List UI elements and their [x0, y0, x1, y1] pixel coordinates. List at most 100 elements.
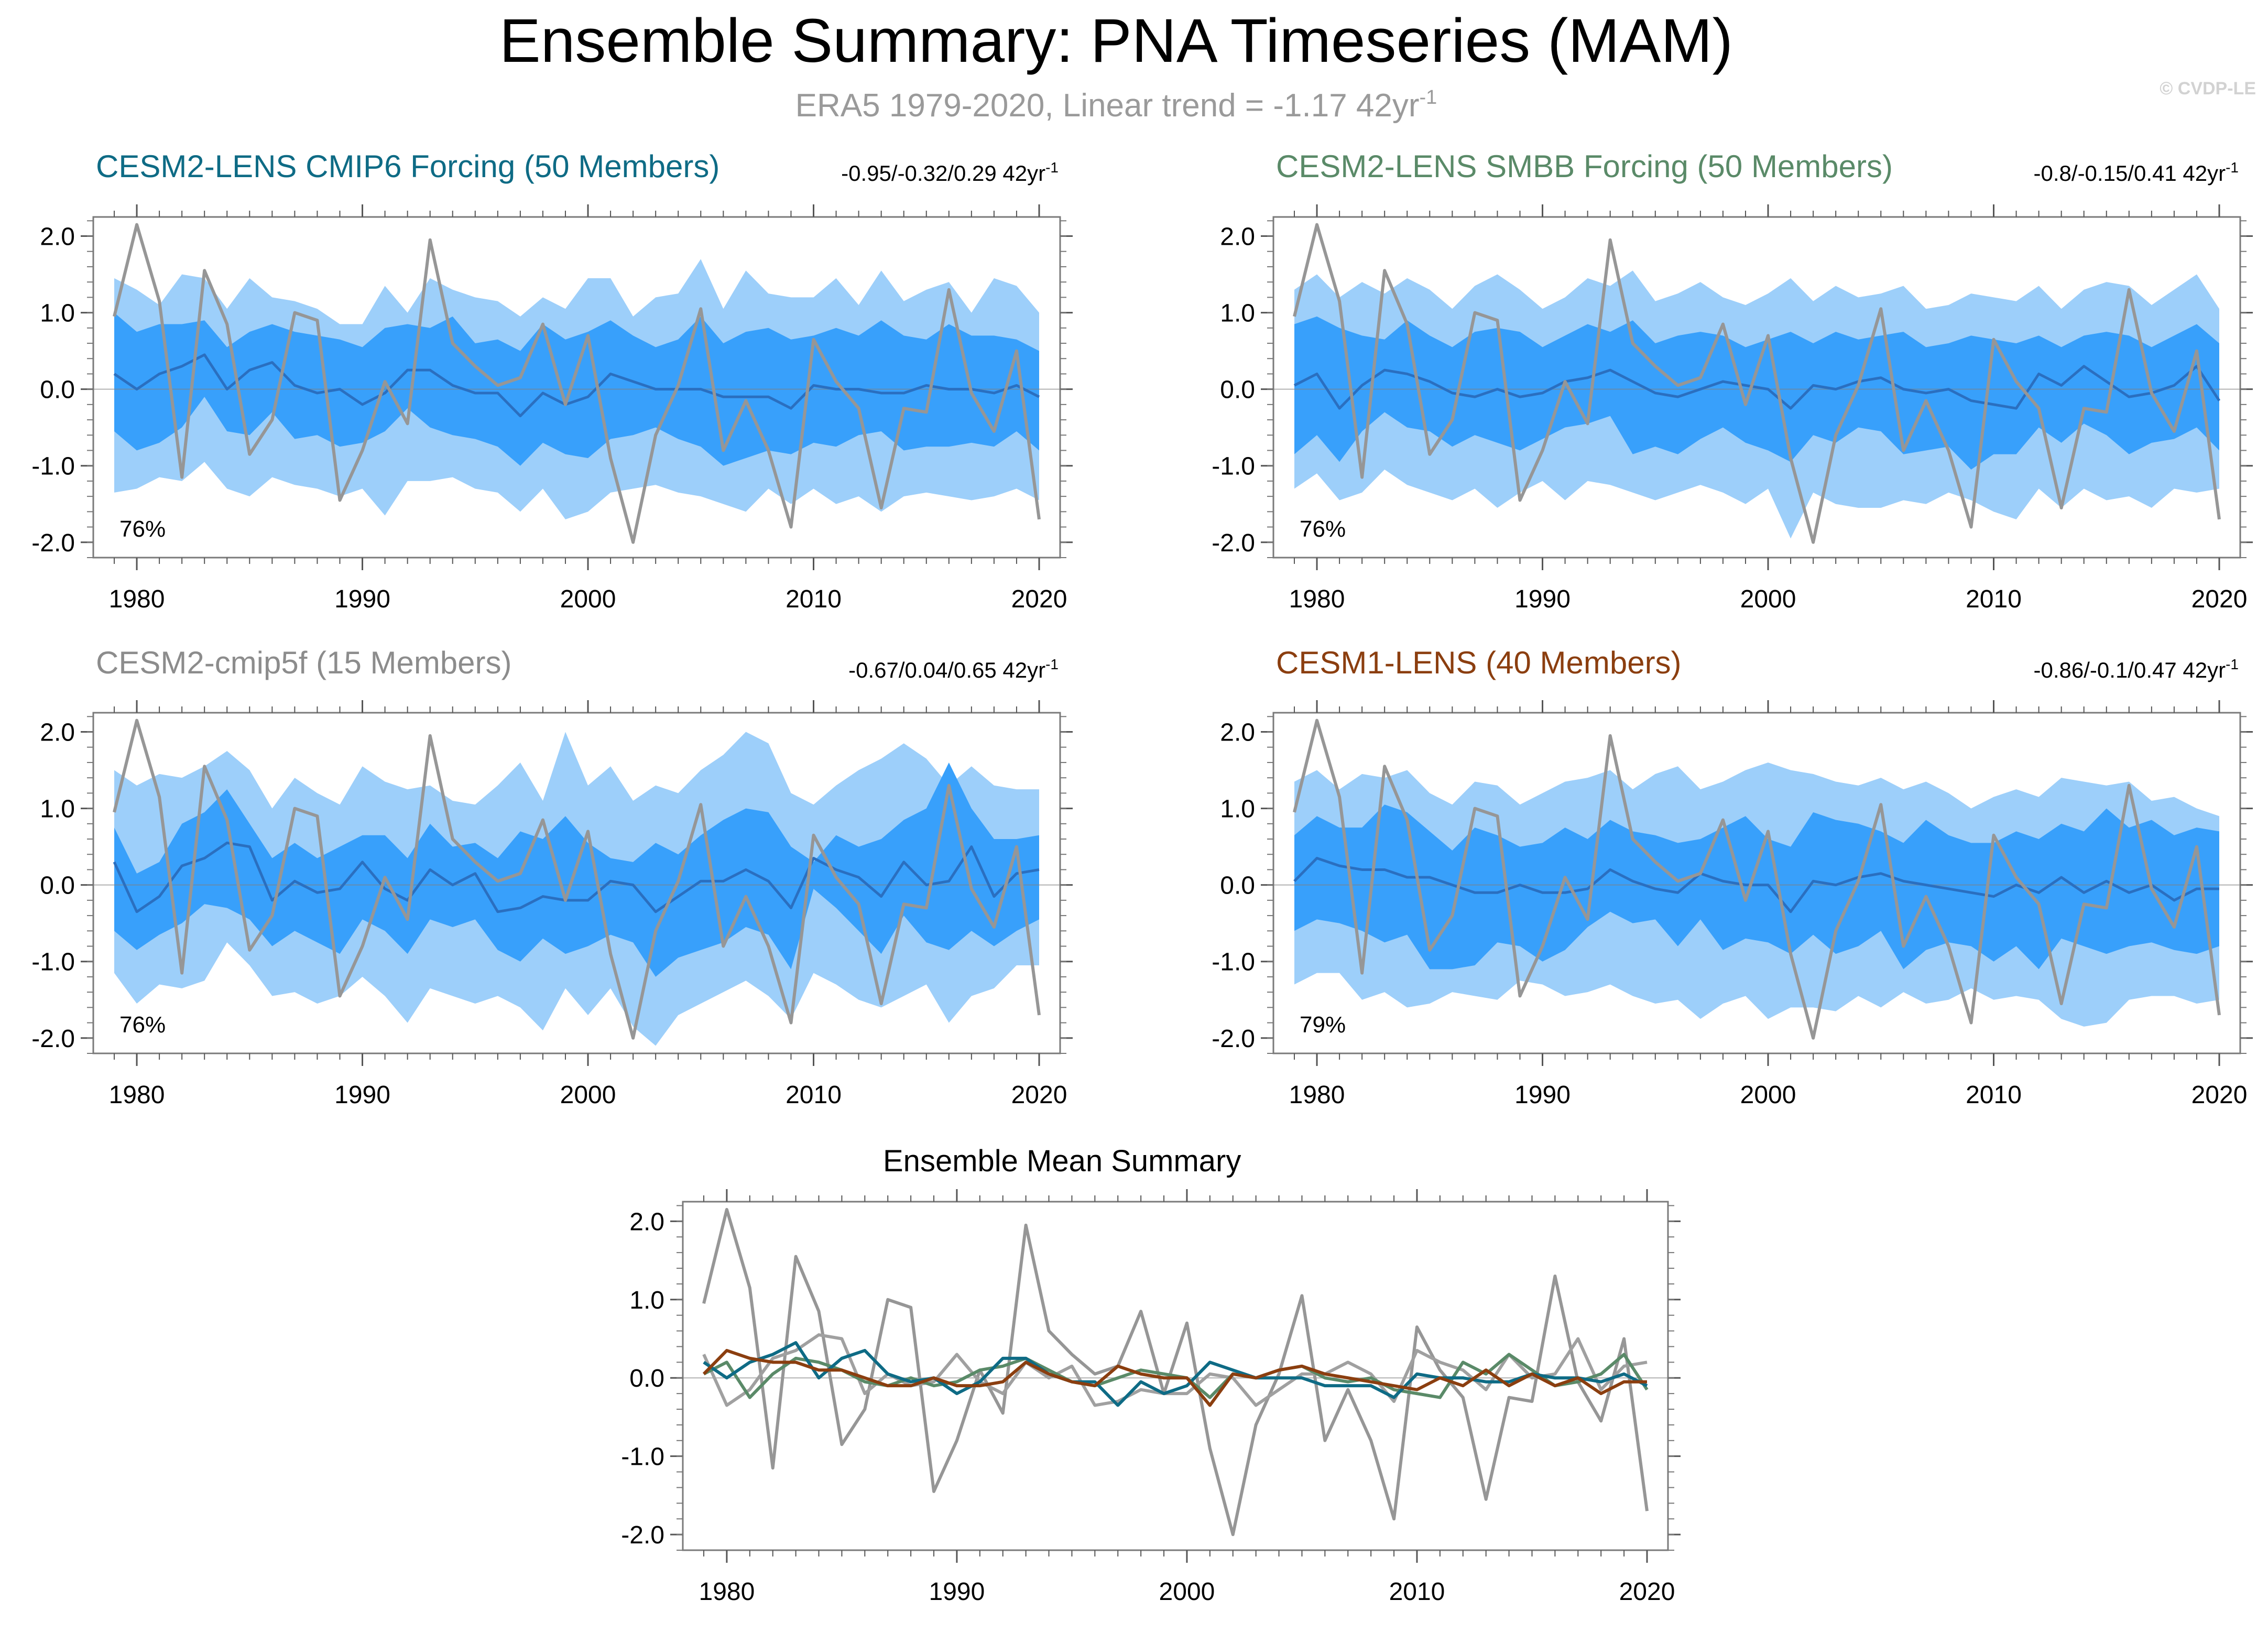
chart-panel-5: Ensemble Mean Summary 2.0 1.0 0.0 -1.0 -2.0 19…	[621, 1144, 1681, 1606]
main-title: Ensemble Summary: PNA Timeseries (MAM)	[499, 6, 1733, 75]
era5-line	[113, 718, 1041, 1040]
x-tick-label: 2010	[1966, 1081, 2022, 1109]
mean-series-line-2	[702, 1333, 1648, 1407]
x-tick-label: 2010	[1966, 585, 2022, 613]
chart-panel-2: CESM2-LENS SMBB Forcing (50 Members) -0.8…	[1212, 149, 2253, 613]
y-tick-label: 2.0	[1220, 719, 1255, 747]
mean-series-line-5	[702, 1348, 1647, 1407]
ensemble-mean-line	[113, 353, 1040, 418]
trend-text: -0.86/-0.1/0.47 42yr	[2034, 658, 2226, 682]
percent-label: 76%	[119, 516, 166, 542]
trend-text: -0.95/-0.32/0.29 42yr	[841, 161, 1045, 186]
trend-label: -0.67/0.04/0.65 42yr-1	[848, 656, 1059, 682]
mean-series-line-1	[702, 1207, 1649, 1537]
percent-label: 79%	[1300, 1012, 1346, 1038]
panel-title: CESM2-LENS SMBB Forcing (50 Members)	[1276, 149, 1893, 184]
x-tick-label: 1980	[1289, 585, 1345, 613]
plot-frame	[92, 216, 1061, 559]
subtitle-superscript: -1	[1420, 86, 1437, 108]
y-tick-label: -1.0	[31, 453, 75, 481]
y-tick-label: 1.0	[40, 300, 75, 328]
percent-label: 76%	[119, 1012, 166, 1038]
trend-text: -0.8/-0.15/0.41 42yr	[2034, 161, 2226, 186]
y-tick-label: -2.0	[31, 1025, 75, 1053]
trend-superscript: -1	[2226, 159, 2239, 176]
x-tick-label: 1990	[929, 1578, 985, 1606]
subtitle: ERA5 1979-2020, Linear trend = -1.17 42y…	[795, 86, 1437, 124]
plot-frame	[92, 712, 1061, 1054]
y-tick-label: 0.0	[40, 872, 75, 900]
x-tick-label: 1980	[699, 1578, 755, 1606]
x-tick-label: 1990	[334, 1081, 390, 1109]
y-tick-label: -1.0	[1212, 453, 1255, 481]
panel-title: CESM1-LENS (40 Members)	[1276, 645, 1682, 680]
y-tick-label: 2.0	[40, 719, 75, 747]
mean-series-line-3	[703, 1353, 1649, 1399]
x-tick-label: 1980	[109, 1081, 165, 1109]
x-tick-label: 1990	[1514, 585, 1571, 613]
plot-frame	[682, 1201, 1669, 1551]
y-tick-label: 2.0	[629, 1208, 664, 1236]
y-tick-label: -1.0	[621, 1443, 664, 1471]
x-tick-label: 2000	[560, 1081, 616, 1109]
y-tick-label: 0.0	[1220, 376, 1255, 404]
subtitle-text: ERA5 1979-2020, Linear trend = -1.17 42y…	[795, 88, 1420, 124]
trend-superscript: -1	[2226, 656, 2239, 672]
panels-group: CESM2-LENS CMIP6 Forcing (50 Members) -0.…	[31, 149, 2253, 1606]
trend-superscript: -1	[1045, 656, 1059, 672]
y-tick-label: 1.0	[40, 796, 75, 823]
x-tick-label: 2020	[2191, 1081, 2248, 1109]
x-tick-label: 2000	[1159, 1578, 1215, 1606]
x-tick-label: 2000	[1740, 585, 1796, 613]
y-tick-label: -2.0	[1212, 529, 1255, 557]
ensemble-mean-line	[1293, 857, 2219, 913]
trend-label: -0.86/-0.1/0.47 42yr-1	[2034, 656, 2239, 682]
x-tick-label: 2010	[1389, 1578, 1445, 1606]
ensemble-mean-line	[113, 841, 1040, 913]
y-tick-label: -2.0	[31, 529, 75, 557]
inner-spread-band	[1294, 316, 2219, 470]
y-tick-label: -1.0	[31, 949, 75, 976]
y-tick-label: 2.0	[1220, 223, 1255, 251]
plot-frame	[1272, 712, 2241, 1054]
trend-label: -0.95/-0.32/0.29 42yr-1	[841, 159, 1059, 186]
x-tick-label: 2020	[2191, 585, 2248, 613]
chart-panel-3: CESM2-cmip5f (15 Members) -0.67/0.04/0.65…	[31, 645, 1073, 1109]
x-tick-label: 2020	[1619, 1578, 1675, 1606]
trend-text: -0.67/0.04/0.65 42yr	[848, 658, 1045, 682]
y-tick-label: 1.0	[1220, 796, 1255, 823]
chart-panel-4: CESM1-LENS (40 Members) -0.86/-0.1/0.47 4…	[1212, 645, 2253, 1109]
panel-title: CESM2-LENS CMIP6 Forcing (50 Members)	[96, 149, 719, 184]
panel-title: Ensemble Mean Summary	[883, 1144, 1241, 1178]
ensemble-mean-line	[1293, 365, 2221, 410]
x-tick-label: 2000	[1740, 1081, 1796, 1109]
x-tick-label: 2010	[786, 1081, 842, 1109]
x-tick-label: 1980	[109, 585, 165, 613]
chart-panel-1: CESM2-LENS CMIP6 Forcing (50 Members) -0.…	[31, 149, 1073, 613]
era5-line	[113, 223, 1041, 544]
y-tick-label: -1.0	[1212, 949, 1255, 976]
x-tick-label: 1980	[1289, 1081, 1345, 1109]
trend-superscript: -1	[1045, 159, 1059, 176]
y-tick-label: 1.0	[629, 1287, 664, 1314]
trend-label: -0.8/-0.15/0.41 42yr-1	[2034, 159, 2239, 186]
x-tick-label: 2020	[1011, 585, 1067, 613]
credit-label: © CVDP-LE	[2160, 79, 2256, 99]
y-tick-label: 2.0	[40, 223, 75, 251]
era5-line	[1293, 718, 2221, 1040]
y-tick-label: -2.0	[621, 1521, 664, 1549]
y-tick-label: 0.0	[1220, 872, 1255, 900]
inner-spread-band	[1294, 804, 2219, 970]
y-tick-label: 0.0	[629, 1365, 664, 1392]
x-tick-label: 2010	[786, 585, 842, 613]
y-tick-label: -2.0	[1212, 1025, 1255, 1053]
mean-series-line-4	[703, 1341, 1648, 1407]
plot-frame	[1272, 216, 2241, 559]
percent-label: 76%	[1300, 516, 1346, 542]
x-tick-label: 1990	[334, 585, 390, 613]
x-tick-label: 2000	[560, 585, 616, 613]
x-tick-label: 2020	[1011, 1081, 1067, 1109]
y-tick-label: 1.0	[1220, 300, 1255, 328]
x-tick-label: 1990	[1514, 1081, 1571, 1109]
